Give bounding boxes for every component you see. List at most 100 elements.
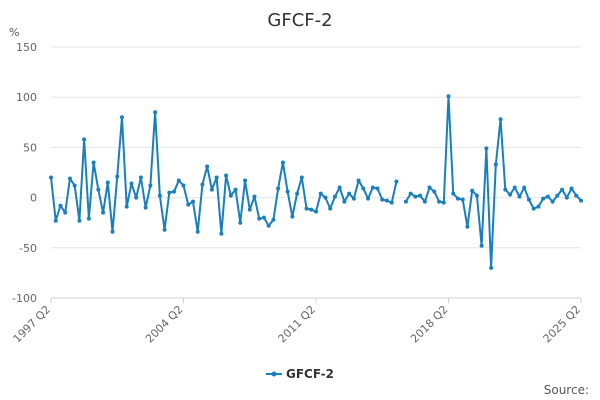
data-point[interactable] (285, 189, 290, 194)
data-point[interactable] (550, 199, 555, 204)
data-point[interactable] (82, 137, 87, 142)
data-point[interactable] (67, 176, 72, 181)
data-point[interactable] (257, 216, 262, 221)
data-point[interactable] (484, 146, 489, 151)
data-point[interactable] (271, 217, 276, 222)
data-point[interactable] (186, 202, 191, 207)
data-point[interactable] (167, 190, 172, 195)
data-point[interactable] (181, 183, 186, 188)
data-point[interactable] (512, 185, 517, 190)
data-point[interactable] (342, 199, 347, 204)
data-point[interactable] (53, 218, 58, 223)
data-point[interactable] (479, 243, 484, 248)
data-point[interactable] (503, 187, 508, 192)
data-point[interactable] (261, 215, 266, 220)
data-point[interactable] (427, 185, 432, 190)
data-point[interactable] (460, 197, 465, 202)
data-point[interactable] (418, 193, 423, 198)
data-point[interactable] (347, 191, 352, 196)
data-point[interactable] (432, 189, 437, 194)
data-point[interactable] (413, 194, 418, 199)
data-point[interactable] (351, 196, 356, 201)
data-point[interactable] (295, 191, 300, 196)
data-point[interactable] (389, 200, 394, 205)
data-point[interactable] (474, 193, 479, 198)
data-point[interactable] (266, 223, 271, 228)
data-point[interactable] (470, 188, 475, 193)
data-point[interactable] (517, 194, 522, 199)
data-point[interactable] (394, 179, 399, 184)
data-point[interactable] (228, 193, 233, 198)
data-point[interactable] (493, 162, 498, 167)
data-point[interactable] (110, 229, 115, 234)
data-point[interactable] (280, 160, 285, 165)
data-point[interactable] (375, 186, 380, 191)
data-point[interactable] (96, 187, 101, 192)
data-point[interactable] (508, 192, 513, 197)
data-point[interactable] (531, 206, 536, 211)
data-point[interactable] (105, 180, 110, 185)
data-point[interactable] (361, 186, 366, 191)
data-point[interactable] (451, 191, 456, 196)
data-point[interactable] (560, 187, 565, 192)
data-point[interactable] (555, 193, 560, 198)
data-point[interactable] (176, 178, 181, 183)
data-point[interactable] (91, 160, 96, 165)
data-point[interactable] (72, 183, 77, 188)
data-point[interactable] (536, 204, 541, 209)
data-point[interactable] (403, 199, 408, 204)
data-point[interactable] (157, 193, 162, 198)
data-point[interactable] (172, 189, 177, 194)
data-point[interactable] (205, 164, 210, 169)
data-point[interactable] (304, 206, 309, 211)
data-point[interactable] (143, 205, 148, 210)
data-point[interactable] (332, 194, 337, 199)
data-point[interactable] (446, 94, 451, 99)
data-point[interactable] (314, 209, 318, 214)
data-point[interactable] (115, 174, 120, 179)
data-point[interactable] (455, 196, 460, 201)
data-point[interactable] (422, 199, 427, 204)
data-point[interactable] (380, 197, 385, 202)
data-point[interactable] (219, 231, 224, 236)
data-point[interactable] (545, 194, 550, 199)
data-point[interactable] (498, 117, 503, 122)
data-point[interactable] (337, 185, 342, 190)
data-point[interactable] (247, 207, 252, 212)
data-point[interactable] (190, 199, 195, 204)
data-point[interactable] (276, 186, 281, 191)
data-point[interactable] (441, 200, 446, 205)
data-point[interactable] (356, 178, 361, 183)
data-point[interactable] (153, 110, 158, 115)
data-point[interactable] (290, 214, 295, 219)
data-point[interactable] (243, 178, 248, 183)
data-point[interactable] (77, 218, 82, 223)
data-point[interactable] (195, 229, 200, 234)
data-point[interactable] (465, 224, 470, 229)
data-point[interactable] (299, 175, 304, 180)
data-point[interactable] (526, 197, 531, 202)
data-point[interactable] (323, 195, 328, 200)
data-point[interactable] (370, 185, 375, 190)
data-point[interactable] (328, 206, 333, 211)
data-point[interactable] (134, 195, 139, 200)
data-point[interactable] (238, 220, 243, 225)
data-point[interactable] (574, 193, 579, 198)
data-point[interactable] (579, 198, 583, 203)
data-point[interactable] (101, 210, 106, 215)
data-point[interactable] (366, 196, 371, 201)
data-point[interactable] (209, 187, 214, 192)
data-point[interactable] (309, 207, 314, 212)
data-point[interactable] (224, 173, 229, 178)
data-point[interactable] (569, 186, 574, 191)
data-point[interactable] (564, 195, 569, 200)
data-point[interactable] (58, 203, 63, 208)
data-point[interactable] (86, 216, 91, 221)
data-point[interactable] (214, 175, 219, 180)
data-point[interactable] (318, 191, 323, 196)
data-point[interactable] (541, 196, 546, 201)
data-point[interactable] (408, 191, 413, 196)
data-point[interactable] (200, 182, 205, 187)
data-point[interactable] (63, 210, 68, 215)
data-point[interactable] (129, 181, 134, 186)
